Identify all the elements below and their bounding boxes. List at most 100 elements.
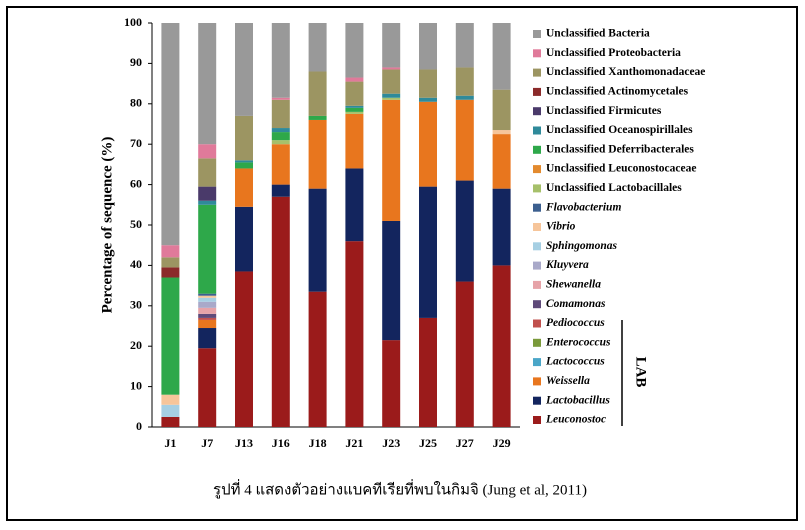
bar-segment <box>161 245 180 258</box>
bar-segment <box>198 144 217 159</box>
bar-segment <box>345 107 364 112</box>
legend-swatch <box>533 165 541 174</box>
bar-segment <box>198 313 217 318</box>
legend-label: Unclassified Xanthomonadaceae <box>546 66 705 78</box>
legend-swatch <box>533 203 541 212</box>
legend-label: Enterococcus <box>545 336 611 348</box>
legend-label: Leuconostoc <box>545 414 606 426</box>
bar-segment <box>382 340 401 427</box>
bar-segment <box>235 160 253 163</box>
bar-segment <box>492 188 511 266</box>
bar-segment <box>198 328 217 349</box>
y-tick-label: 80 <box>130 96 142 110</box>
legend-label: Unclassified Firmicutes <box>546 105 662 117</box>
bar-segment <box>308 23 327 72</box>
bar-segment <box>198 200 217 205</box>
bar-segment <box>235 115 253 161</box>
bar-segment <box>455 23 474 68</box>
bar-segment <box>492 265 511 427</box>
bar-segment <box>198 158 217 187</box>
bar-segment <box>198 301 217 308</box>
bar-segment <box>198 23 217 145</box>
bar-segment <box>271 99 290 129</box>
caption: รูปที่ 4 แสดงตัวอย่างแบคทีเรียที่พบในกิม… <box>213 478 587 498</box>
bar-segment <box>198 293 217 296</box>
bar-segment <box>271 132 290 141</box>
bar-segment <box>345 23 364 78</box>
legend-swatch <box>533 242 541 251</box>
legend-swatch <box>533 145 541 154</box>
bar-segment <box>235 206 253 272</box>
y-tick-label: 60 <box>130 176 142 190</box>
bar-segment <box>198 319 217 329</box>
x-tick-label: J13 <box>235 436 253 450</box>
bar-segment <box>345 111 364 114</box>
x-tick-label: J16 <box>272 436 290 450</box>
legend-swatch <box>533 49 541 58</box>
bar-segment <box>198 186 217 201</box>
legend-swatch <box>533 126 541 135</box>
bracket-label: LAB <box>633 357 649 388</box>
bar-segment <box>198 307 217 314</box>
legend-label: Unclassified Proteobacteria <box>546 47 681 59</box>
legend-label: Unclassified Lactobacillales <box>546 182 682 194</box>
legend-label: Shewanella <box>546 279 601 291</box>
legend-swatch <box>533 396 541 405</box>
bar-segment <box>308 71 327 116</box>
bar-segment <box>308 291 327 427</box>
y-tick-label: 30 <box>130 298 142 312</box>
legend-swatch <box>533 280 541 289</box>
bar-segment <box>492 134 511 189</box>
bar-segment <box>308 188 327 292</box>
bar-segment <box>419 23 437 70</box>
bar-segment <box>198 204 217 294</box>
bar-segment <box>271 97 290 100</box>
bar-segment <box>455 281 474 427</box>
x-tick-label: J21 <box>345 436 363 450</box>
bar-segment <box>235 168 253 207</box>
legend-label: Unclassified Actinomycetales <box>546 86 689 98</box>
legend-swatch <box>533 300 541 309</box>
y-tick-label: 0 <box>136 419 142 433</box>
bar-segment <box>161 257 180 268</box>
bar-segment <box>271 196 290 427</box>
x-tick-label: J1 <box>164 436 176 450</box>
y-tick-label: 20 <box>130 338 142 352</box>
legend-swatch <box>533 261 541 270</box>
bar-segment <box>345 168 364 242</box>
legend-label: Weissella <box>546 375 590 387</box>
bar-segment <box>235 271 253 427</box>
legend-swatch <box>533 338 541 347</box>
x-tick-label: J7 <box>201 436 213 450</box>
x-tick-label: J23 <box>382 436 400 450</box>
bar-segment <box>382 99 401 221</box>
y-tick-label: 90 <box>130 55 142 69</box>
bar-segment <box>419 97 437 102</box>
legend-label: Pediococcus <box>546 317 605 329</box>
legend-label: Vibrio <box>546 221 576 233</box>
bar-segment <box>455 95 474 100</box>
bar-segment <box>382 93 401 98</box>
legend-swatch <box>533 68 541 77</box>
bar-segment <box>161 277 180 395</box>
bar-segment <box>382 69 401 94</box>
bar-segment <box>345 81 364 106</box>
bar-segment <box>271 144 290 185</box>
legend-swatch <box>533 377 541 386</box>
bar-segment <box>271 184 290 197</box>
x-tick-label: J29 <box>493 436 511 450</box>
legend-label: Kluyvera <box>545 259 589 271</box>
bar-segment <box>382 67 401 70</box>
bar-segment <box>198 348 217 427</box>
bar-segment <box>161 394 180 405</box>
y-tick-label: 50 <box>130 217 142 231</box>
bar-segment <box>419 317 437 427</box>
legend-swatch <box>533 223 541 231</box>
bar-segment <box>419 101 437 187</box>
bar-segment <box>308 115 327 120</box>
y-tick-label: 40 <box>130 257 142 271</box>
bar-segment <box>271 128 290 133</box>
bar-segment <box>455 99 474 181</box>
legend-swatch <box>533 30 541 38</box>
bar-segment <box>492 23 511 90</box>
